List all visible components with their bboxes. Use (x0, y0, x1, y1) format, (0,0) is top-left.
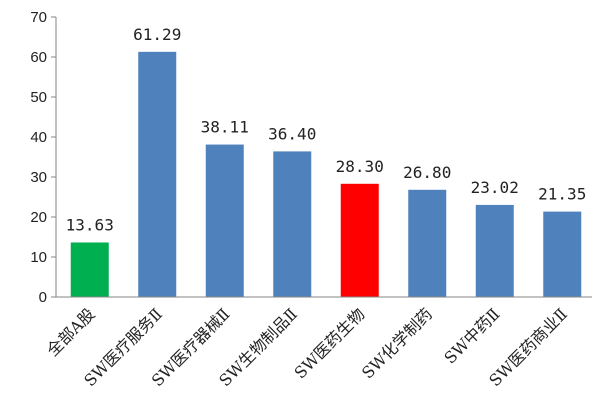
category-label: SW医药生物 (290, 304, 368, 382)
bar (273, 151, 312, 297)
bar-value-label: 26.80 (403, 163, 451, 182)
y-axis: 0 10 20 30 40 50 60 70 (30, 9, 57, 306)
y-tick-label: 60 (30, 49, 47, 66)
data-labels: 13.63 61.29 38.11 36.40 28.30 26.80 23.02 21.35 (66, 25, 587, 235)
bar-value-label: 13.63 (66, 215, 114, 234)
category-label: SW化学制药 (358, 304, 436, 382)
y-tick-label: 0 (39, 289, 47, 306)
bar-value-label: 21.35 (538, 185, 586, 204)
bar-value-label: 23.02 (471, 178, 519, 197)
bar-value-label: 38.11 (201, 118, 249, 137)
bar-value-label: 61.29 (133, 25, 181, 44)
y-tick-label: 20 (30, 209, 47, 226)
y-tick-label: 70 (30, 9, 47, 26)
y-tick-label: 50 (30, 89, 47, 106)
bar (475, 204, 514, 297)
y-tick-label: 40 (30, 129, 47, 146)
bar-value-label: 28.30 (336, 157, 384, 176)
y-tick-label: 30 (30, 169, 47, 186)
bar (543, 211, 582, 297)
bar (205, 144, 244, 297)
bar (70, 242, 109, 297)
y-tick-label: 10 (30, 249, 47, 266)
bar (408, 189, 447, 297)
bar-value-label: 36.40 (268, 124, 316, 143)
category-label: SW中药Ⅱ (440, 304, 503, 367)
category-label: 全部A股 (43, 304, 99, 360)
bar (340, 183, 379, 297)
bar (138, 51, 177, 298)
bars (70, 51, 582, 298)
